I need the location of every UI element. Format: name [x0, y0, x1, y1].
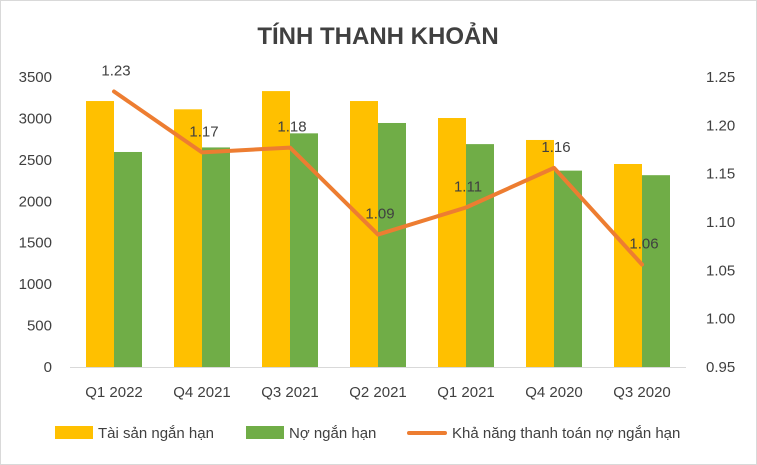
bar-tai-san-ngan-han-0 — [86, 101, 114, 368]
data-label: 1.23 — [101, 63, 130, 80]
x-category-label: Q3 2020 — [613, 384, 671, 401]
y-right-tick-label: 1.10 — [706, 214, 735, 231]
data-label: 1.06 — [629, 236, 658, 253]
bar-tai-san-ngan-han-2 — [262, 91, 290, 367]
data-label: 1.18 — [277, 119, 306, 136]
bar-no-ngan-han-0 — [114, 151, 142, 367]
axes-layer: 0 500 1000 1500 2000 2500 3000 3500 0.95 1.00 1.05… — [19, 69, 736, 401]
legend-label: Nợ ngắn hạn — [289, 425, 376, 442]
y-left-tick-label: 2000 — [19, 193, 52, 210]
y-right-tick-label: 1.00 — [706, 311, 735, 328]
x-category-label: Q4 2021 — [173, 384, 231, 401]
chart-title: TÍNH THANH KHOẢN — [257, 21, 498, 50]
bar-tai-san-ngan-han-3 — [350, 101, 378, 368]
y-left-tick-label: 3500 — [19, 69, 52, 86]
legend: Tài sản ngắn hạn Nợ ngắn hạn Khả năng than… — [55, 425, 680, 442]
bar-tai-san-ngan-han-6 — [614, 164, 642, 367]
data-label: 1.09 — [365, 206, 394, 223]
y-right-tick-label: 1.25 — [706, 69, 735, 86]
legend-label: Khả năng thanh toán nợ ngắn hạn — [452, 425, 680, 442]
legend-swatch — [55, 426, 93, 439]
x-category-label: Q3 2021 — [261, 384, 319, 401]
bar-tai-san-ngan-han-1 — [174, 109, 202, 368]
y-left-tick-label: 2500 — [19, 152, 52, 169]
line-layer — [112, 89, 644, 267]
x-category-label: Q1 2021 — [437, 384, 495, 401]
y-left-tick-label: 0 — [44, 359, 52, 376]
y-right-tick-label: 0.95 — [706, 359, 735, 376]
data-label: 1.17 — [189, 123, 218, 140]
y-left-tick-label: 3000 — [19, 110, 52, 127]
bar-no-ngan-han-6 — [642, 175, 670, 367]
legend-swatch — [246, 426, 284, 439]
legend-label: Tài sản ngắn hạn — [98, 425, 214, 442]
bar-tai-san-ngan-han-4 — [438, 118, 466, 367]
data-label: 1.16 — [541, 139, 570, 156]
y-left-tick-label: 1000 — [19, 276, 52, 293]
bar-no-ngan-han-5 — [554, 170, 582, 367]
labels-layer: 1.23 1.17 1.18 1.09 1.11 1.16 1.06 — [101, 63, 658, 253]
y-right-tick-label: 1.15 — [706, 166, 735, 183]
y-right-tick-label: 1.05 — [706, 262, 735, 279]
bar-no-ngan-han-3 — [378, 122, 406, 367]
line-kha-nang-thanh-toan — [112, 89, 644, 267]
x-category-label: Q4 2020 — [525, 384, 583, 401]
bar-no-ngan-han-4 — [466, 144, 494, 367]
bars-layer — [86, 91, 670, 368]
data-label: 1.11 — [454, 179, 482, 196]
x-category-label: Q2 2021 — [349, 384, 407, 401]
y-left-tick-label: 500 — [27, 318, 52, 335]
y-left-tick-label: 1500 — [19, 235, 52, 252]
y-right-tick-label: 1.20 — [706, 117, 735, 134]
x-category-label: Q1 2022 — [85, 384, 143, 401]
bar-no-ngan-han-1 — [202, 147, 230, 367]
